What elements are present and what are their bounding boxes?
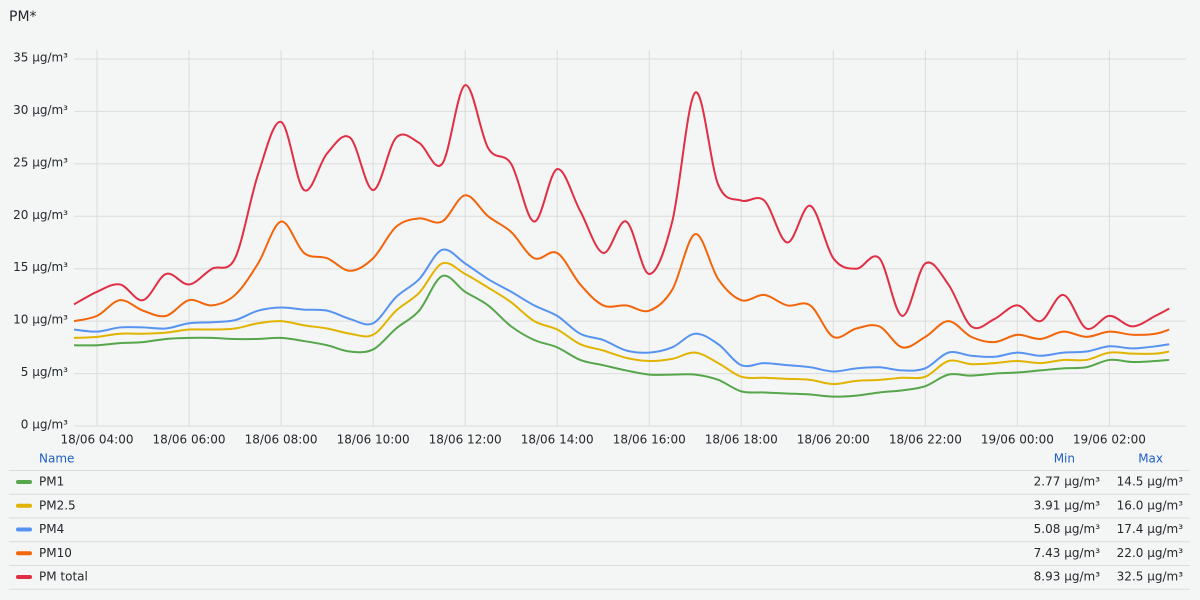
series-line xyxy=(73,194,1170,349)
legend-min: 5.08 µg/m³ xyxy=(1034,522,1101,536)
legend-name[interactable]: PM1 xyxy=(39,475,64,489)
legend-min: 8.93 µg/m³ xyxy=(1034,570,1101,584)
y-tick-label: 5 µg/m³ xyxy=(21,365,68,379)
x-tick-label: 18/06 16:00 xyxy=(613,433,686,447)
y-tick-label: 0 µg/m³ xyxy=(21,418,68,432)
x-tick-label: 18/06 18:00 xyxy=(705,433,778,447)
y-tick-label: 35 µg/m³ xyxy=(13,51,68,65)
legend-max: 32.5 µg/m³ xyxy=(1117,570,1184,584)
legend-name[interactable]: PM2.5 xyxy=(39,498,76,512)
x-tick-label: 18/06 12:00 xyxy=(429,433,502,447)
y-tick-label: 20 µg/m³ xyxy=(13,208,68,222)
y-tick-label: 10 µg/m³ xyxy=(13,313,68,327)
legend-header[interactable]: Min xyxy=(1054,452,1075,466)
series-line xyxy=(73,261,1170,386)
series-line xyxy=(73,248,1170,373)
legend-name[interactable]: PM4 xyxy=(39,522,64,536)
x-tick-label: 18/06 22:00 xyxy=(889,433,962,447)
x-tick-label: 18/06 08:00 xyxy=(245,433,318,447)
y-tick-label: 25 µg/m³ xyxy=(13,155,68,169)
legend-max: 14.5 µg/m³ xyxy=(1117,475,1184,489)
series-line xyxy=(73,84,1170,330)
x-tick-label: 18/06 04:00 xyxy=(61,433,134,447)
x-tick-label: 19/06 00:00 xyxy=(981,433,1054,447)
legend-min: 2.77 µg/m³ xyxy=(1034,475,1101,489)
x-tick-label: 18/06 06:00 xyxy=(153,433,226,447)
legend-max: 22.0 µg/m³ xyxy=(1117,546,1184,560)
legend-max: 16.0 µg/m³ xyxy=(1117,498,1184,512)
legend-name[interactable]: PM total xyxy=(39,570,88,584)
legend-header[interactable]: Max xyxy=(1138,452,1163,466)
x-tick-label: 18/06 20:00 xyxy=(797,433,870,447)
legend-min: 3.91 µg/m³ xyxy=(1034,498,1101,512)
x-tick-label: 18/06 10:00 xyxy=(337,433,410,447)
legend-header[interactable]: Name xyxy=(39,452,74,466)
legend-max: 17.4 µg/m³ xyxy=(1117,522,1184,536)
y-tick-label: 15 µg/m³ xyxy=(13,260,68,274)
x-tick-label: 18/06 14:00 xyxy=(521,433,594,447)
x-tick-label: 19/06 02:00 xyxy=(1073,433,1146,447)
panel-title: PM* xyxy=(9,9,37,25)
legend-min: 7.43 µg/m³ xyxy=(1034,546,1101,560)
series-line xyxy=(73,274,1170,398)
y-tick-label: 30 µg/m³ xyxy=(13,103,68,117)
legend-name[interactable]: PM10 xyxy=(39,546,72,560)
